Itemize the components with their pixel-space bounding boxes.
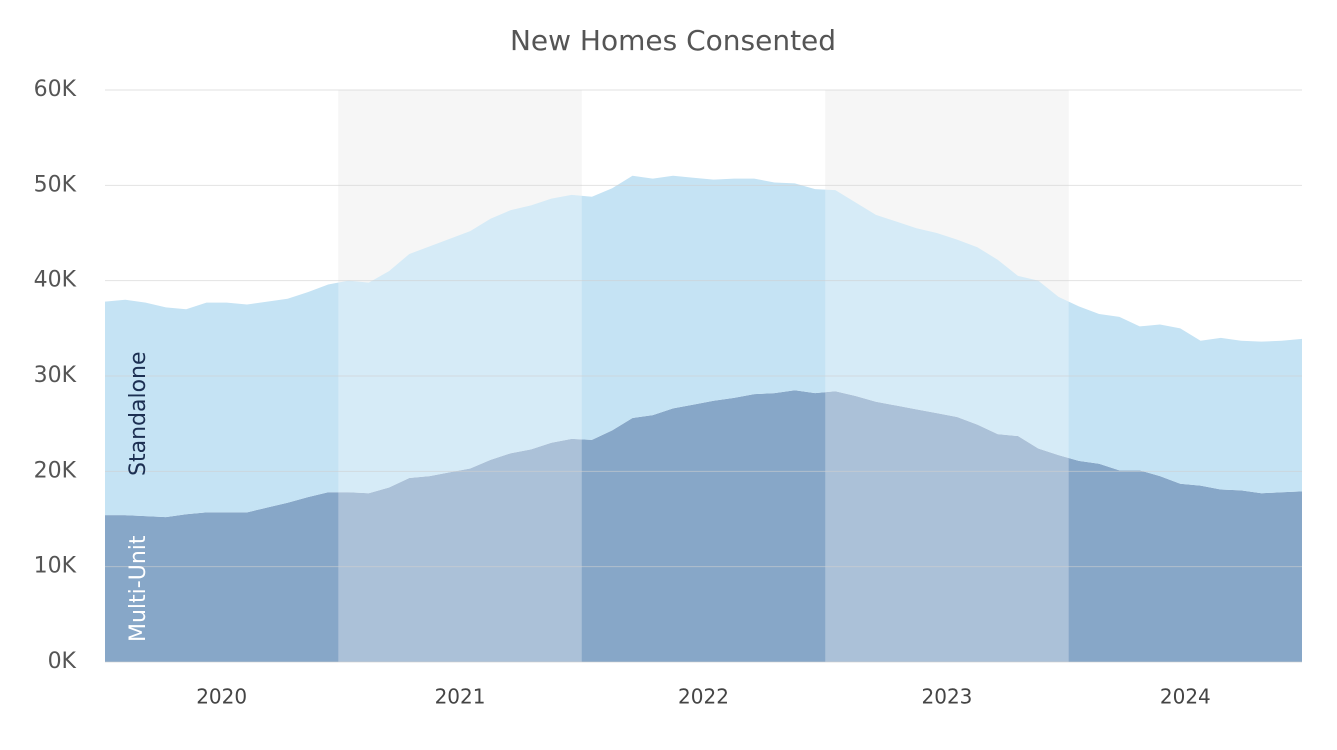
x-tick-label: 2022 (678, 685, 729, 709)
y-tick-label: 50K (34, 172, 77, 197)
y-tick-label: 20K (34, 458, 77, 483)
y-tick-label: 10K (34, 554, 77, 579)
y-tick-label: 40K (34, 268, 77, 293)
area (105, 175, 1302, 518)
y-tick-label: 60K (34, 77, 77, 102)
x-tick-label: 2020 (196, 685, 247, 709)
series-label: Standalone (126, 351, 151, 476)
x-tick-label: 2023 (922, 685, 973, 709)
x-tick-label: 2024 (1160, 685, 1211, 709)
chart-title: New Homes Consented (510, 24, 836, 57)
area (105, 390, 1302, 662)
series-label: Multi-Unit (126, 535, 151, 642)
y-tick-label: 30K (34, 363, 77, 388)
y-tick-label: 0K (48, 649, 77, 674)
x-tick-label: 2021 (435, 685, 486, 709)
